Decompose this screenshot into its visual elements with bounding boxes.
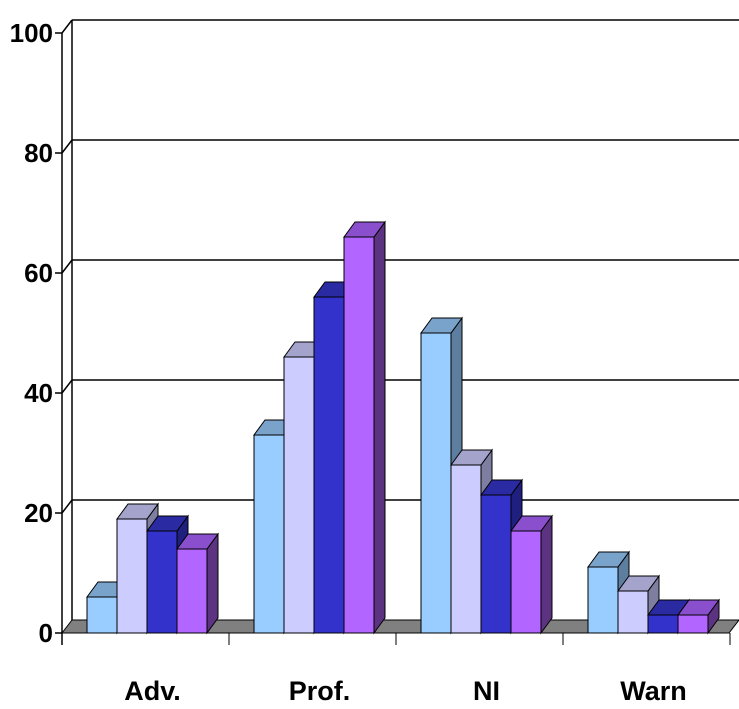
bar (510, 514, 553, 635)
bar-front (283, 356, 315, 634)
bar-front (480, 494, 512, 634)
bar (677, 598, 720, 635)
gridline-depth (61, 379, 73, 394)
x-tick-label: NI (473, 676, 500, 706)
gridline-depth (61, 19, 73, 34)
gridline-depth (61, 139, 73, 154)
bars (86, 220, 720, 635)
bar-front (343, 236, 375, 634)
bar-front (116, 518, 148, 634)
bar-front (253, 434, 285, 634)
x-tick-label: Prof. (289, 676, 351, 706)
bar (587, 550, 630, 635)
y-tick-label: 20 (24, 498, 53, 528)
bar-side (373, 220, 386, 635)
y-tick-label: 0 (39, 618, 53, 648)
y-tick-label: 40 (24, 378, 53, 408)
gridline-depth (61, 259, 73, 274)
bar-front (647, 614, 679, 634)
gridline-depth (61, 499, 73, 514)
x-tick-labels: Adv. Prof. NI Warn (124, 676, 687, 706)
bar-front (86, 596, 118, 634)
bar-side (540, 514, 553, 635)
axes (55, 20, 731, 645)
x-tick-label: Warn (620, 676, 687, 706)
y-tick-label: 100 (10, 18, 53, 48)
bar-front (313, 296, 345, 634)
y-tick-labels: 0 20 40 60 80 100 (10, 18, 53, 648)
bar-front (146, 530, 178, 634)
x-tick-label: Adv. (124, 676, 181, 706)
bar-front (420, 332, 452, 634)
bar-front (617, 590, 649, 634)
y-tick-label: 60 (24, 258, 53, 288)
y-tick-label: 80 (24, 138, 53, 168)
bar-front (450, 464, 482, 634)
bar (343, 220, 386, 635)
bar-front (510, 530, 542, 634)
bar-side (206, 532, 219, 635)
gridlines (61, 19, 739, 514)
bar-front (587, 566, 619, 634)
bar-front (677, 614, 709, 634)
bar (176, 532, 219, 635)
bar-front (176, 548, 208, 634)
